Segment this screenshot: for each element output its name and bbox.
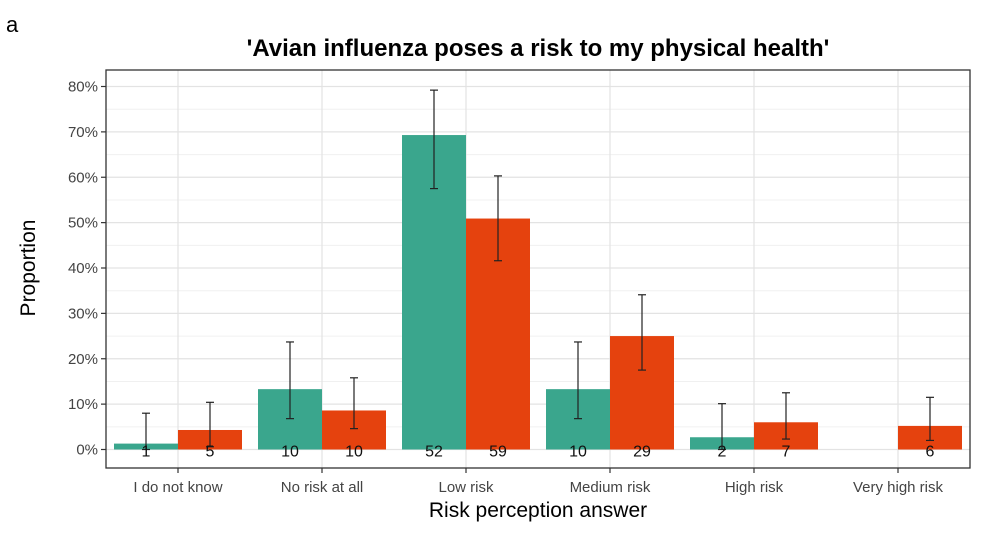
x-axis-title: Risk perception answer [429, 499, 647, 522]
y-axis-title: Proportion [17, 220, 40, 317]
y-tick-label: 30% [68, 305, 98, 322]
y-tick-label: 40% [68, 260, 98, 277]
x-tick-label: No risk at all [281, 479, 364, 496]
count-label: 5 [206, 444, 215, 461]
y-tick-label: 80% [68, 79, 98, 96]
y-tick-label: 50% [68, 215, 98, 232]
y-tick-label: 10% [68, 396, 98, 413]
count-label: 6 [926, 444, 935, 461]
count-label: 10 [569, 444, 587, 461]
count-label: 29 [633, 444, 651, 461]
x-tick-label: Medium risk [570, 479, 651, 496]
x-tick-label: High risk [725, 479, 784, 496]
count-label: 10 [345, 444, 363, 461]
count-label: 2 [718, 444, 727, 461]
chart-title: 'Avian influenza poses a risk to my phys… [247, 35, 830, 62]
x-tick-label: I do not know [133, 479, 222, 496]
count-label: 10 [281, 444, 299, 461]
plot-border [105, 69, 971, 469]
count-label: 52 [425, 444, 443, 461]
y-tick-label: 20% [68, 351, 98, 368]
count-label: 59 [489, 444, 507, 461]
y-tick-label: 70% [68, 124, 98, 141]
x-tick-label: Very high risk [853, 479, 944, 496]
panel-label: a [6, 12, 19, 37]
plot-background [106, 70, 970, 468]
plot-area: 0% 10% 20% 30% 40% 50% 60% 70% 80% I do not know N… [68, 69, 971, 496]
count-label: 7 [782, 444, 791, 461]
count-label: 1 [142, 444, 151, 461]
y-tick-label: 0% [76, 442, 98, 459]
x-tick-label: Low risk [438, 479, 494, 496]
y-tick-label: 60% [68, 169, 98, 186]
